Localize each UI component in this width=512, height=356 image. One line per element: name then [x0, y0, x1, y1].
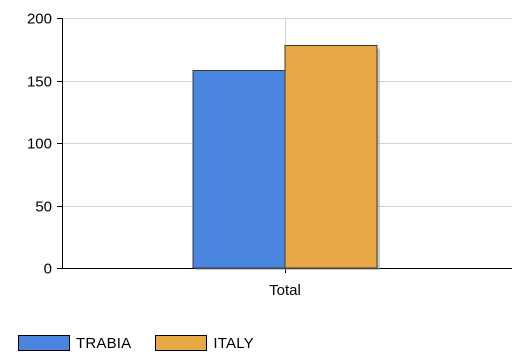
bar-trabia: [192, 70, 286, 269]
y-tick-label: 50: [35, 199, 52, 216]
legend-swatch: [18, 335, 70, 351]
legend-label: TRABIA: [76, 334, 132, 352]
y-tick-label: 200: [27, 11, 52, 28]
bars: [192, 45, 380, 270]
bar-italy: [284, 45, 378, 269]
x-tick-labels: Total: [269, 282, 301, 299]
y-tick-labels: 0 50 100 150 200: [27, 11, 52, 278]
y-tick-label: 150: [27, 74, 52, 91]
x-tick-label: Total: [269, 282, 301, 299]
y-tick-label: 0: [44, 261, 52, 278]
y-tick-label: 100: [27, 136, 52, 153]
legend: TRABIA ITALY: [18, 332, 278, 354]
legend-label: ITALY: [213, 334, 254, 352]
legend-item: TRABIA: [18, 335, 131, 352]
legend-item: ITALY: [155, 334, 254, 352]
legend-swatch: [155, 335, 208, 351]
